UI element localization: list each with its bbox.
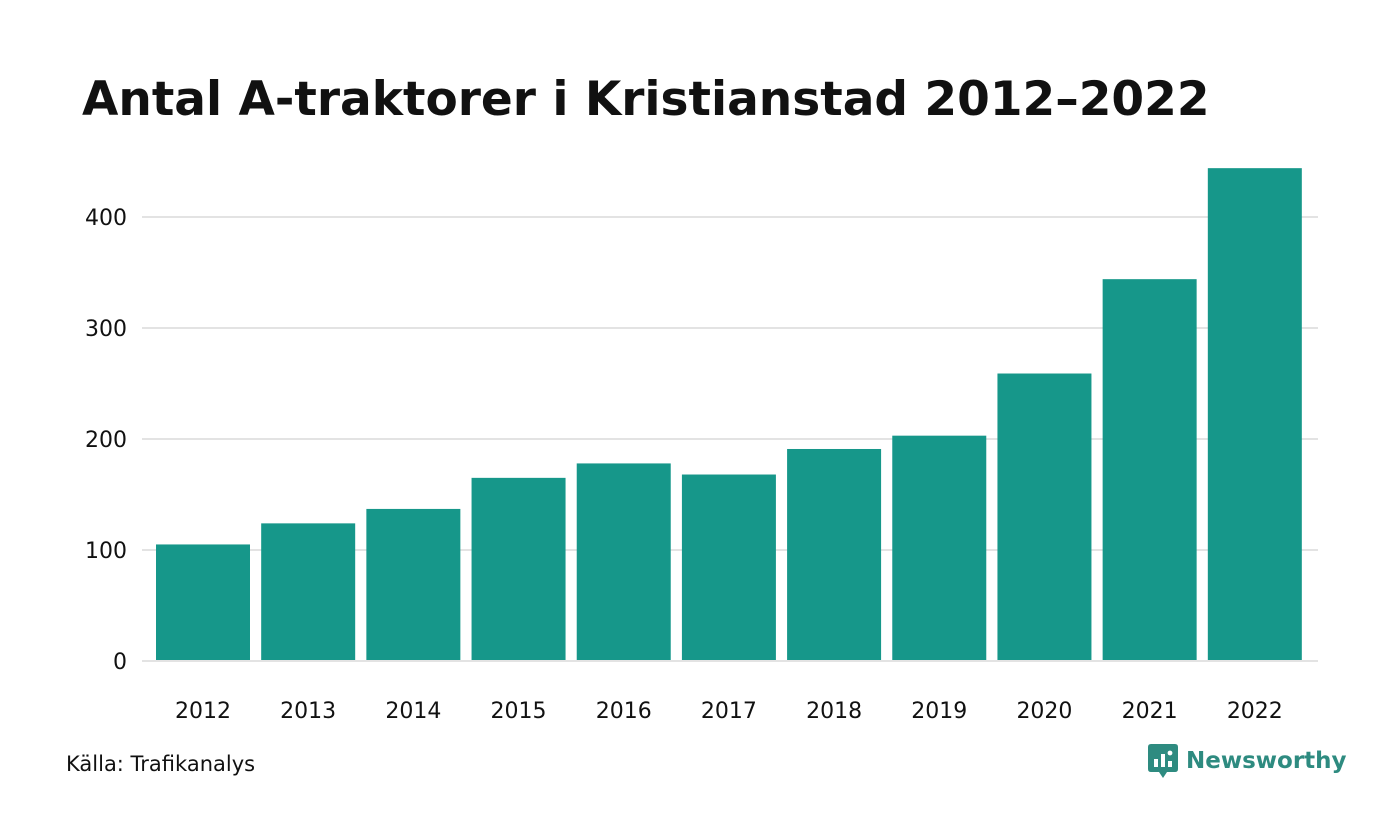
bar-2020[interactable]: [997, 373, 1092, 661]
y-tick-label: 100: [85, 539, 127, 564]
x-tick-label: 2015: [491, 699, 547, 724]
bar-2016[interactable]: [576, 463, 671, 661]
bar-2014[interactable]: [366, 508, 461, 661]
bar-2018[interactable]: [787, 448, 882, 661]
bar-2021[interactable]: [1102, 279, 1197, 661]
x-tick-label: 2019: [911, 699, 967, 724]
bar-2013[interactable]: [261, 523, 356, 661]
x-tick-label: 2022: [1227, 699, 1283, 724]
x-tick-label: 2012: [175, 699, 231, 724]
bar-2012[interactable]: [156, 544, 250, 661]
y-tick-label: 0: [113, 650, 127, 675]
bar-2022[interactable]: [1207, 168, 1302, 661]
x-tick-label: 2013: [280, 699, 336, 724]
bar-2017[interactable]: [681, 474, 776, 661]
source-note: Källa: Trafikanalys: [66, 752, 256, 776]
x-tick-label: 2016: [596, 699, 652, 724]
y-axis-tick-labels: 0 100 200 300 400: [85, 206, 127, 675]
bar-2015[interactable]: [471, 477, 566, 661]
x-tick-label: 2018: [806, 699, 862, 724]
brand-name: Newsworthy: [1186, 748, 1347, 774]
newsworthy-logo-icon: [1148, 744, 1178, 778]
x-tick-label: 2014: [385, 699, 441, 724]
x-tick-label: 2017: [701, 699, 757, 724]
x-axis-tick-labels: 2012 2013 2014 2015 2016 2017 2018 2019 2020 2021…: [175, 699, 1283, 724]
bar-2019[interactable]: [892, 435, 987, 661]
x-tick-label: 2021: [1122, 699, 1178, 724]
y-tick-label: 400: [85, 206, 127, 231]
bars: [142, 168, 1318, 662]
x-tick-label: 2020: [1016, 699, 1072, 724]
chart-title: Antal A-traktorer i Kristianstad 2012–20…: [82, 72, 1210, 127]
y-tick-label: 200: [85, 428, 127, 453]
brand-logo[interactable]: Newsworthy: [1148, 744, 1347, 778]
y-tick-label: 300: [85, 317, 127, 342]
